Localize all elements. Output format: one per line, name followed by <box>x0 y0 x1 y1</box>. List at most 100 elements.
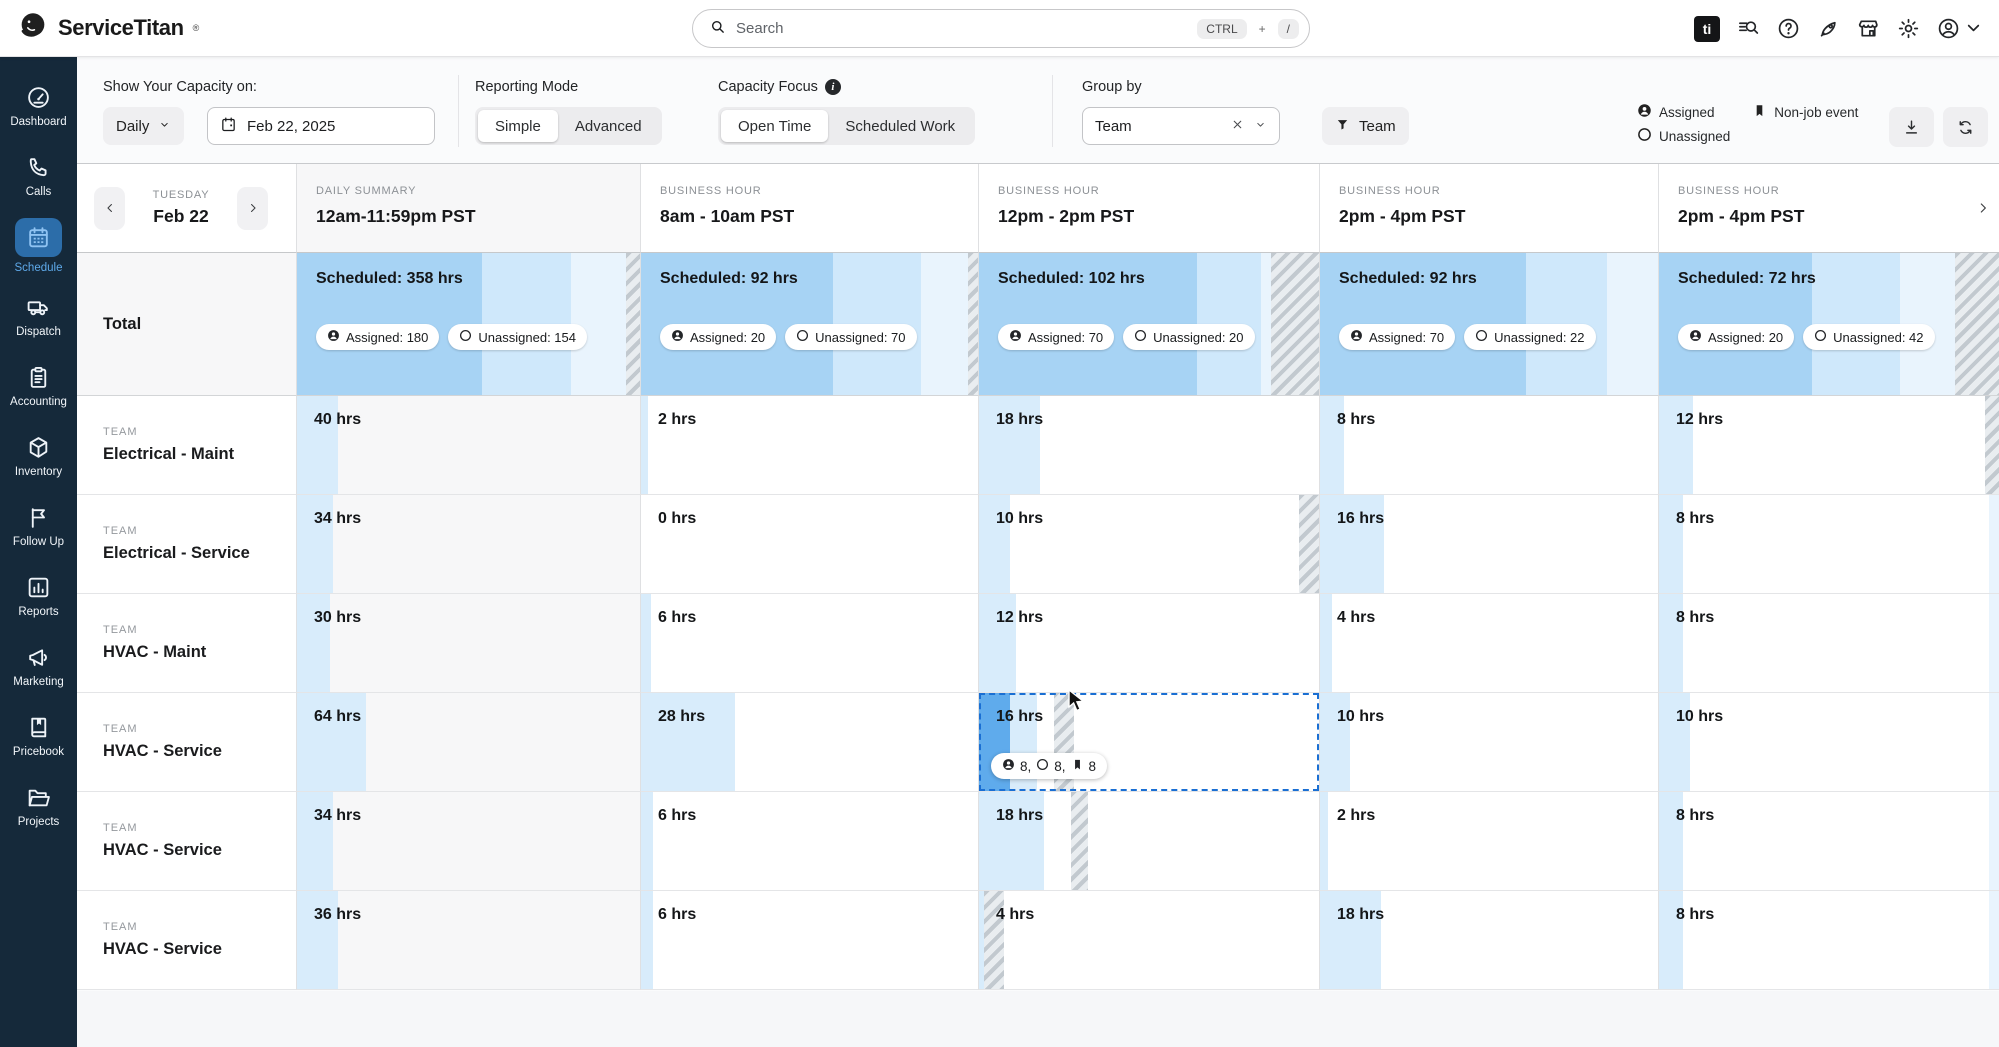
reporting-mode-option-advanced[interactable]: Advanced <box>574 117 642 135</box>
capacity-cell-row3-col2[interactable]: 6 hrs <box>641 594 979 693</box>
date-picker[interactable]: Feb 22, 2025 <box>207 107 435 145</box>
capacity-cell-row2-col4[interactable]: 16 hrs <box>1320 495 1659 594</box>
footer-strip <box>77 991 1999 1047</box>
servicetitan-logo[interactable]: ServiceTitan ® <box>0 9 199 48</box>
ti-app-icon[interactable]: ti <box>1694 15 1720 42</box>
sidebar-item-accounting[interactable]: Accounting <box>0 351 77 421</box>
capacity-cell-row5-col3[interactable]: 18 hrs <box>979 792 1320 891</box>
capacity-fill-bars <box>1659 594 1999 692</box>
info-icon[interactable]: i <box>824 79 841 95</box>
prev-day-button[interactable] <box>94 186 125 230</box>
team-name: Electrical - Maint <box>103 445 235 463</box>
capacity-cell-row3-col4[interactable]: 4 hrs <box>1320 594 1659 693</box>
capacity-cell-row5-col5[interactable]: 8 hrs <box>1659 792 1999 891</box>
capacity-segment-fill <box>641 594 652 692</box>
sidebar-item-pricebook[interactable]: Pricebook <box>0 701 77 771</box>
capacity-cell-row4-col5[interactable]: 10 hrs <box>1659 693 1999 792</box>
capacity-cell-row6-col1[interactable]: 36 hrs <box>297 891 641 990</box>
scheduled-hours-text: Scheduled: 358 hrs <box>316 270 463 287</box>
sidebar-nav: Dashboard Calls Schedule Dispatch Accounting… <box>0 57 77 1047</box>
advanced-search-icon[interactable] <box>1737 17 1760 40</box>
reporting-mode-option-simple[interactable]: Simple <box>478 110 558 142</box>
next-day-button[interactable] <box>237 186 268 230</box>
capacity-cell-row6-col3[interactable]: 4 hrs <box>979 891 1320 990</box>
next-columns-button[interactable] <box>1975 200 1991 219</box>
sidebar-item-dispatch[interactable]: Dispatch <box>0 281 77 351</box>
capacity-segment-fill <box>641 891 653 989</box>
refresh-button[interactable] <box>1943 107 1988 147</box>
search-input[interactable] <box>736 20 1188 37</box>
help-icon[interactable] <box>1777 17 1800 40</box>
sidebar-item-dashboard[interactable]: Dashboard <box>0 71 77 141</box>
capacity-cell-row3-col5[interactable]: 8 hrs <box>1659 594 1999 693</box>
group-by-select[interactable]: Team <box>1082 107 1280 145</box>
date-label: Feb 22 <box>153 206 209 226</box>
capacity-cell-row1-col2[interactable]: 2 hrs <box>641 396 979 495</box>
team-name: HVAC - Service <box>103 940 222 958</box>
capacity-segment-fill <box>297 891 339 989</box>
global-search[interactable]: CTRL + / <box>692 9 1310 48</box>
legend-label: Assigned <box>1659 104 1715 120</box>
clear-x-icon[interactable] <box>1231 118 1244 135</box>
total-cell-content: Scheduled: 92 hrs Assigned: 20 Unassigned:… <box>641 253 978 350</box>
sidebar-item-projects[interactable]: Projects <box>0 771 77 841</box>
capacity-cell-row6-col4[interactable]: 18 hrs <box>1320 891 1659 990</box>
capacity-cell-row5-col2[interactable]: 6 hrs <box>641 792 979 891</box>
sidebar-item-label: Dashboard <box>10 115 67 128</box>
truck-icon <box>26 295 52 321</box>
total-cell-col2: Scheduled: 92 hrs Assigned: 20 Unassigned:… <box>641 253 979 396</box>
sidebar-item-follow-up[interactable]: Follow Up <box>0 491 77 561</box>
capacity-fill-bars <box>979 792 1319 890</box>
capacity-segment-light <box>1988 594 1999 692</box>
sidebar-item-schedule[interactable]: Schedule <box>0 211 77 281</box>
capacity-segment-light <box>1988 495 1999 593</box>
capacity-cell-row1-col3[interactable]: 18 hrs <box>979 396 1320 495</box>
column-header-business-hour-3: BUSINESS HOUR 12pm - 2pm PST <box>979 164 1320 253</box>
capacity-cell-row4-col2[interactable]: 28 hrs <box>641 693 979 792</box>
settings-icon[interactable] <box>1897 17 1920 40</box>
capacity-fill-bars <box>297 792 640 890</box>
capacity-cell-row3-col3[interactable]: 12 hrs <box>979 594 1320 693</box>
capacity-cell-row1-col1[interactable]: 40 hrs <box>297 396 641 495</box>
team-group-label: TEAM <box>103 624 138 636</box>
whats-new-icon[interactable] <box>1817 17 1840 40</box>
capacity-segment-light <box>920 253 968 395</box>
capacity-cell-row4-col4[interactable]: 10 hrs <box>1320 693 1659 792</box>
capacity-cell-row2-col5[interactable]: 8 hrs <box>1659 495 1999 594</box>
capacity-segment-fill <box>297 594 330 692</box>
sidebar-item-inventory[interactable]: Inventory <box>0 421 77 491</box>
weekday-label: TUESDAY <box>152 189 210 201</box>
capacity-cell-row4-col3[interactable]: 16 hrs 8, 8, 8 <box>979 693 1320 792</box>
capacity-cell-row5-col4[interactable]: 2 hrs <box>1320 792 1659 891</box>
capacity-cell-row6-col5[interactable]: 8 hrs <box>1659 891 1999 990</box>
marketplace-icon[interactable] <box>1857 17 1880 40</box>
sidebar-item-marketing[interactable]: Marketing <box>0 631 77 701</box>
sidebar-item-calls[interactable]: Calls <box>0 141 77 211</box>
assigned-icon <box>1009 329 1022 345</box>
chevron-down-icon[interactable] <box>1254 118 1267 135</box>
capacity-cell-row1-col4[interactable]: 8 hrs <box>1320 396 1659 495</box>
capacity-cell-row2-col1[interactable]: 34 hrs <box>297 495 641 594</box>
team-filter-button[interactable]: Team <box>1322 107 1409 145</box>
total-pills: Assigned: 20 Unassigned: 70 <box>660 324 978 350</box>
sidebar-item-reports[interactable]: Reports <box>0 561 77 631</box>
team-row-label-3: TEAM HVAC - Maint <box>77 594 297 693</box>
capacity-focus-option-scheduled-work[interactable]: Scheduled Work <box>845 117 956 135</box>
period-dropdown[interactable]: Daily <box>103 107 184 145</box>
capacity-fill-bars <box>1659 495 1999 593</box>
account-icon[interactable] <box>1937 16 1985 42</box>
capacity-cell-row3-col1[interactable]: 30 hrs <box>297 594 641 693</box>
assigned-pill: Assigned: 180 <box>316 324 440 350</box>
capacity-cell-row4-col1[interactable]: 64 hrs <box>297 693 641 792</box>
capacity-cell-row2-col3[interactable]: 10 hrs <box>979 495 1320 594</box>
download-button[interactable] <box>1889 107 1934 147</box>
capacity-segment-light <box>1988 792 1999 890</box>
capacity-cell-row5-col1[interactable]: 34 hrs <box>297 792 641 891</box>
capacity-cell-row2-col2[interactable]: 0 hrs <box>641 495 979 594</box>
team-group-label: TEAM <box>103 525 138 537</box>
capacity-focus-option-open-time[interactable]: Open Time <box>721 110 829 142</box>
capacity-table: TUESDAY Feb 22 DAILY SUMMARY 12am-11:59pm P… <box>77 163 1999 990</box>
capacity-cell-row6-col2[interactable]: 6 hrs <box>641 891 979 990</box>
capacity-cell-row1-col5[interactable]: 12 hrs <box>1659 396 1999 495</box>
scheduled-hours-text: Scheduled: 92 hrs <box>660 270 798 287</box>
